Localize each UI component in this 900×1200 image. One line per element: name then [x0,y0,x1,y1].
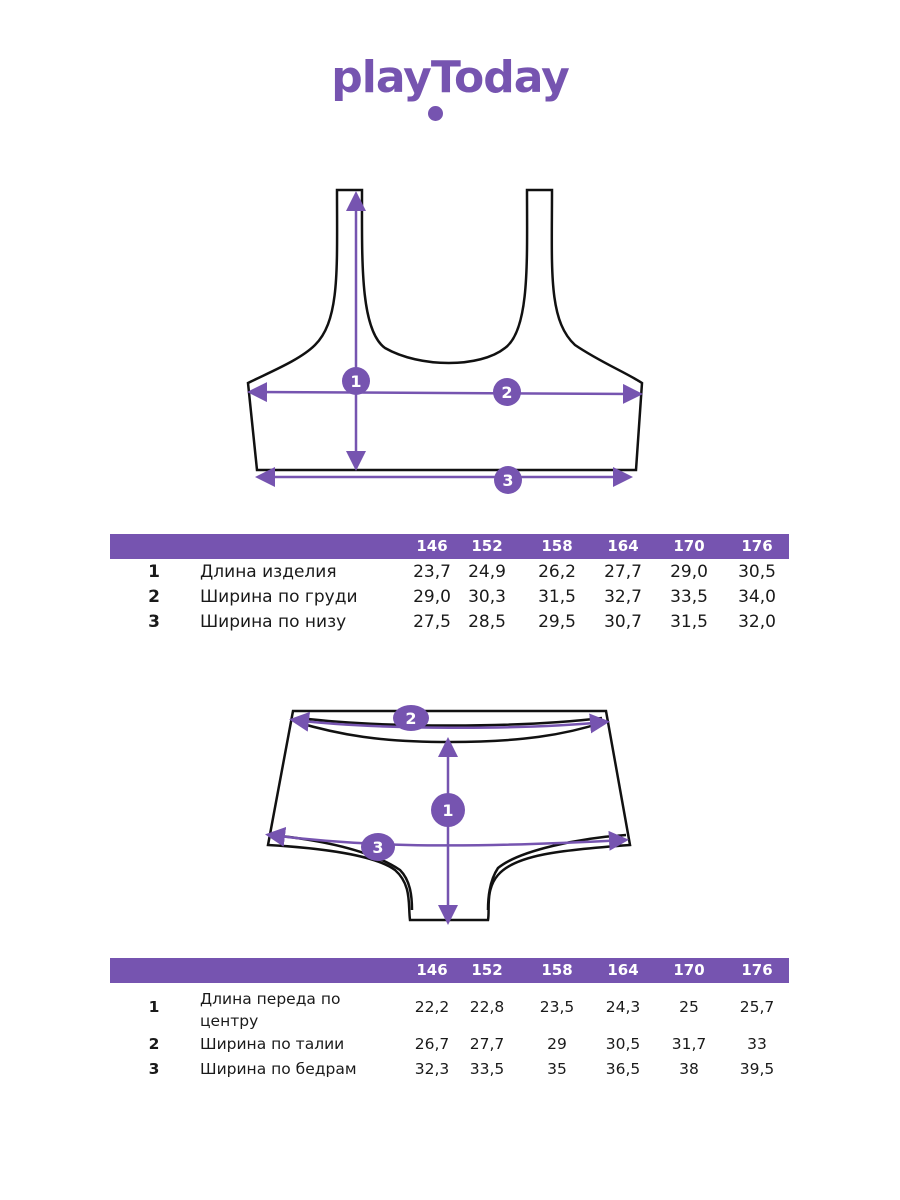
marker-3: 3 [372,838,383,857]
row-number: 1 [148,562,160,582]
cell: 28,5 [468,612,506,632]
table-header: 146 152 158 164 170 176 [110,958,789,983]
cell: 29,0 [670,562,708,582]
measure-line-2 [247,382,643,404]
cell: 25 [679,998,699,1016]
marker-1: 1 [442,801,453,820]
row-label: Ширина по бедрам [200,1060,357,1078]
row-label: Ширина по низу [200,612,347,632]
brand-logo: playToday [331,52,570,103]
panties-markers [361,705,465,861]
size-146: 146 [416,537,448,555]
row-label: Ширина по талии [200,1035,345,1053]
row-number: 3 [148,1060,160,1078]
row-label: Ширина по груди [200,587,358,607]
cell: 33,5 [670,587,708,607]
cell: 29 [547,1035,567,1053]
cell: 32,7 [604,587,642,607]
row-number: 2 [148,587,160,607]
size-176: 176 [741,961,773,979]
size-164: 164 [607,961,639,979]
row-number: 3 [148,612,160,632]
cell: 33 [747,1035,767,1053]
cell: 23,5 [539,998,575,1016]
cell: 32,3 [414,1060,450,1078]
cell: 34,0 [738,587,776,607]
cell: 25,7 [739,998,775,1016]
logo-dot [428,106,443,121]
size-146: 146 [416,961,448,979]
size-152: 152 [471,961,503,979]
cell: 24,9 [468,562,506,582]
bra-measure-lines [247,191,643,487]
cell: 30,3 [468,587,506,607]
cell: 29,5 [538,612,576,632]
table-header: 146 152 158 164 170 176 [110,534,789,559]
size-158: 158 [541,961,573,979]
size-164: 164 [607,537,639,555]
bra-markers [342,367,522,494]
size-158: 158 [541,537,573,555]
cell: 29,0 [413,587,451,607]
cell: 24,3 [605,998,641,1016]
cell: 23,7 [413,562,451,582]
cell: 26,2 [538,562,576,582]
measure-line-3 [265,826,629,851]
row-number: 1 [148,998,160,1016]
cell: 38 [679,1060,699,1078]
cell: 27,5 [413,612,451,632]
cell: 36,5 [605,1060,641,1078]
cell: 30,5 [605,1035,641,1053]
cell: 27,7 [469,1035,505,1053]
size-170: 170 [673,537,705,555]
size-152: 152 [471,537,503,555]
size-170: 170 [673,961,705,979]
cell: 31,5 [538,587,576,607]
cell: 32,0 [738,612,776,632]
measure-line-2 [289,711,610,734]
row-number: 2 [148,1035,160,1053]
cell: 26,7 [414,1035,450,1053]
marker-1: 1 [350,372,361,391]
cell: 30,7 [604,612,642,632]
row-label: Длина изделия [200,562,337,582]
panties-measure-lines [265,711,629,925]
marker-2: 2 [501,383,512,402]
cell: 33,5 [469,1060,505,1078]
cell: 39,5 [739,1060,775,1078]
cell: 31,7 [671,1035,707,1053]
cell: 22,2 [414,998,450,1016]
cell: 30,5 [738,562,776,582]
row-label: Длина переда по центру [200,990,341,1030]
cell: 35 [547,1060,567,1078]
cell: 31,5 [670,612,708,632]
marker-3: 3 [502,471,513,490]
cell: 22,8 [469,998,505,1016]
bra-outline [246,188,644,472]
marker-2: 2 [405,709,416,728]
size-176: 176 [741,537,773,555]
cell: 27,7 [604,562,642,582]
